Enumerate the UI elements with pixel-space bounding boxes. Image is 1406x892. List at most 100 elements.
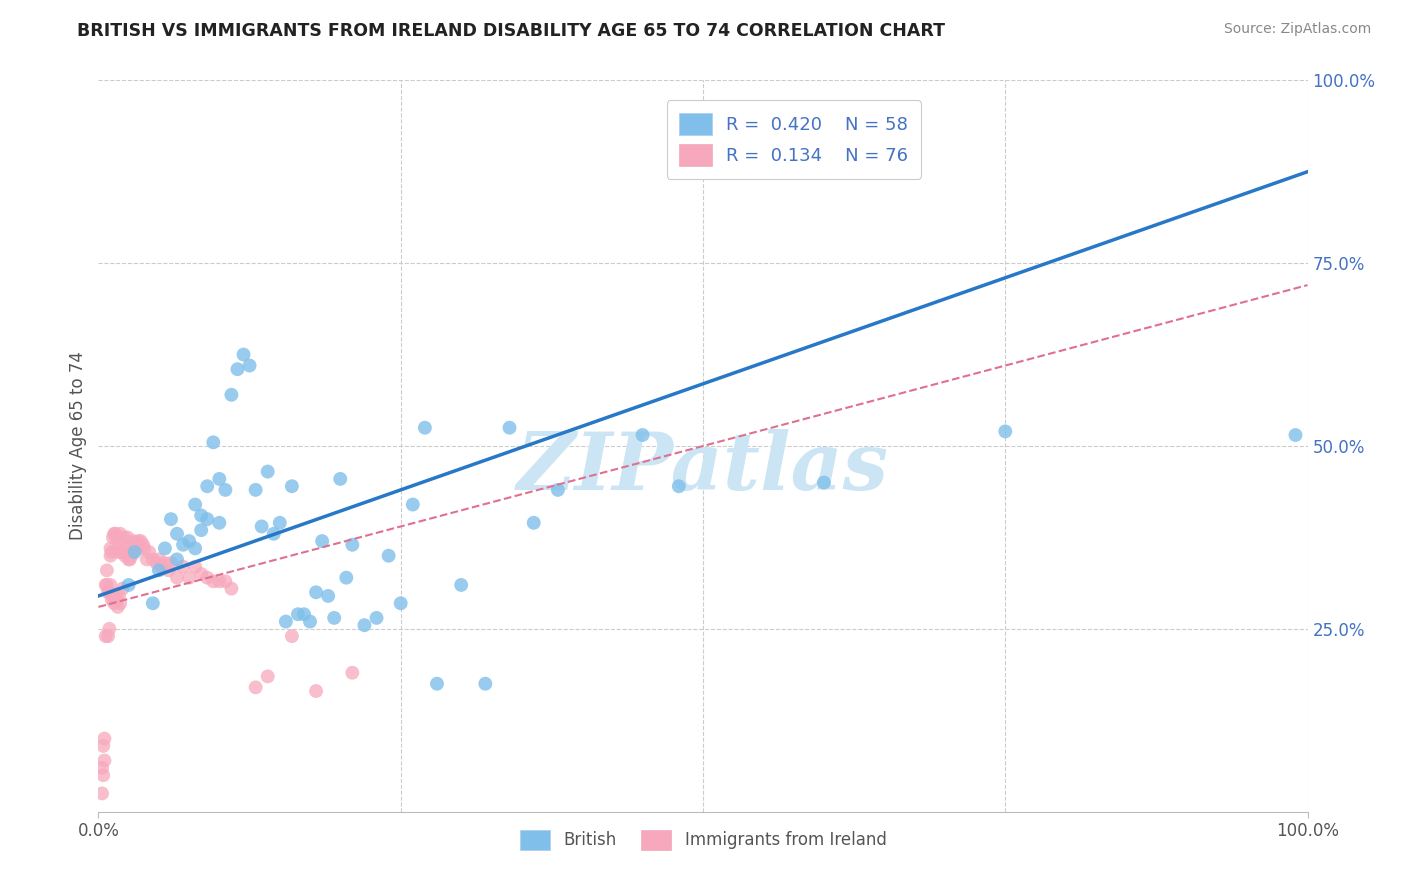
Point <box>316 589 339 603</box>
Point <box>813 475 835 490</box>
Point <box>250 519 273 533</box>
Point <box>311 534 333 549</box>
Point <box>105 530 128 544</box>
Text: ZIPatlas: ZIPatlas <box>517 429 889 507</box>
Point <box>190 567 212 582</box>
Point <box>474 676 496 690</box>
Point <box>214 483 236 497</box>
Point <box>101 589 124 603</box>
Point <box>184 498 207 512</box>
Point <box>190 508 212 523</box>
Point <box>195 512 218 526</box>
Point <box>153 556 176 570</box>
Point <box>127 541 149 556</box>
Point <box>98 622 121 636</box>
Point <box>96 578 118 592</box>
Point <box>104 526 127 541</box>
Point <box>124 545 146 559</box>
Point <box>179 534 201 549</box>
Point <box>118 552 141 566</box>
Point <box>179 571 201 585</box>
Point <box>145 556 167 570</box>
Point <box>121 545 143 559</box>
Point <box>426 676 449 690</box>
Point <box>96 563 118 577</box>
Point <box>305 585 328 599</box>
Point <box>153 541 176 556</box>
Point <box>111 582 134 596</box>
Point <box>353 618 375 632</box>
Point <box>138 545 160 559</box>
Point <box>150 559 173 574</box>
Point <box>202 574 225 589</box>
Point <box>132 538 155 552</box>
Point <box>184 541 207 556</box>
Y-axis label: Disability Age 65 to 74: Disability Age 65 to 74 <box>69 351 87 541</box>
Point <box>108 545 131 559</box>
Point <box>305 684 328 698</box>
Point <box>91 739 114 753</box>
Point <box>142 596 165 610</box>
Point <box>1284 428 1306 442</box>
Point <box>97 585 120 599</box>
Point <box>256 669 278 683</box>
Point <box>108 589 131 603</box>
Point <box>256 465 278 479</box>
Point <box>402 498 425 512</box>
Point <box>104 589 127 603</box>
Point <box>994 425 1017 439</box>
Point <box>342 665 364 680</box>
Point <box>166 526 188 541</box>
Point <box>450 578 472 592</box>
Legend: British, Immigrants from Ireland: British, Immigrants from Ireland <box>512 822 894 858</box>
Point <box>195 479 218 493</box>
Point <box>117 530 139 544</box>
Point <box>208 574 231 589</box>
Point <box>523 516 546 530</box>
Point <box>91 787 114 801</box>
Point <box>239 359 262 373</box>
Point <box>323 611 346 625</box>
Point <box>93 754 115 768</box>
Point <box>127 534 149 549</box>
Point <box>148 552 170 566</box>
Point <box>281 629 304 643</box>
Point <box>93 731 115 746</box>
Point <box>547 483 569 497</box>
Point <box>190 523 212 537</box>
Point <box>157 563 180 577</box>
Point <box>134 541 156 556</box>
Point <box>195 571 218 585</box>
Point <box>668 479 690 493</box>
Text: Source: ZipAtlas.com: Source: ZipAtlas.com <box>1223 22 1371 37</box>
Point <box>263 526 285 541</box>
Point <box>94 629 117 643</box>
Point <box>100 545 122 559</box>
Point <box>108 526 131 541</box>
Point <box>389 596 412 610</box>
Point <box>274 615 297 629</box>
Point <box>101 530 124 544</box>
Point <box>112 530 135 544</box>
Point <box>135 552 157 566</box>
Point <box>118 578 141 592</box>
Point <box>105 592 128 607</box>
Point <box>100 541 122 556</box>
Point <box>226 362 249 376</box>
Point <box>125 538 148 552</box>
Point <box>98 585 121 599</box>
Point <box>91 761 114 775</box>
Point <box>100 549 122 563</box>
Point <box>202 435 225 450</box>
Point <box>100 592 122 607</box>
Point <box>107 599 129 614</box>
Point <box>208 516 231 530</box>
Point <box>269 516 291 530</box>
Point <box>232 347 254 362</box>
Point <box>118 552 141 566</box>
Point <box>129 534 152 549</box>
Point <box>160 556 183 570</box>
Point <box>103 596 125 610</box>
Text: BRITISH VS IMMIGRANTS FROM IRELAND DISABILITY AGE 65 TO 74 CORRELATION CHART: BRITISH VS IMMIGRANTS FROM IRELAND DISAB… <box>77 22 945 40</box>
Point <box>166 552 188 566</box>
